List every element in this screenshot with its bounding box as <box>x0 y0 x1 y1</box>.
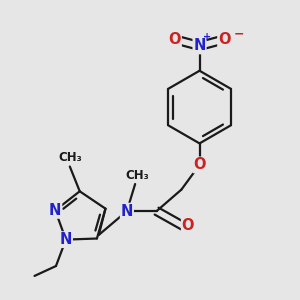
Text: N: N <box>121 204 133 219</box>
Text: −: − <box>234 28 244 41</box>
Text: O: O <box>169 32 181 47</box>
Text: N: N <box>193 38 206 53</box>
Text: N: N <box>49 203 62 218</box>
Text: +: + <box>203 32 211 42</box>
Text: O: O <box>218 32 231 47</box>
Text: CH₃: CH₃ <box>125 169 149 182</box>
Text: O: O <box>182 218 194 233</box>
Text: O: O <box>193 158 206 172</box>
Text: CH₃: CH₃ <box>58 151 82 164</box>
Text: N: N <box>60 232 72 247</box>
